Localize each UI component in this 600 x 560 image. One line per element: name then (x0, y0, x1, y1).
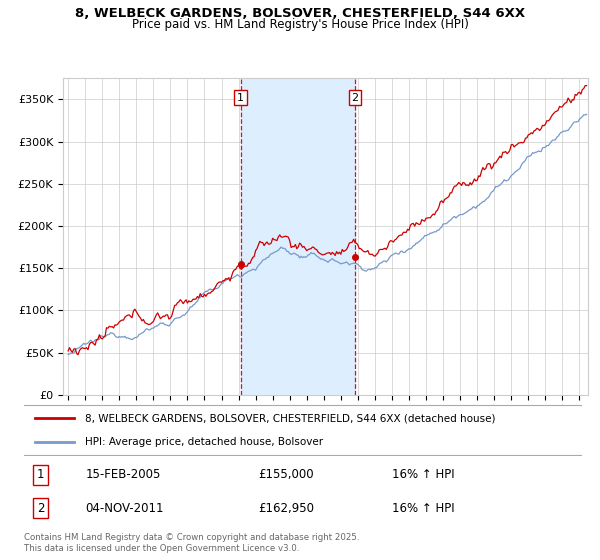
Text: 1: 1 (237, 92, 244, 102)
Text: 1: 1 (37, 468, 44, 481)
Text: 16% ↑ HPI: 16% ↑ HPI (392, 468, 455, 481)
Text: 8, WELBECK GARDENS, BOLSOVER, CHESTERFIELD, S44 6XX (detached house): 8, WELBECK GARDENS, BOLSOVER, CHESTERFIE… (85, 413, 496, 423)
Text: 15-FEB-2005: 15-FEB-2005 (85, 468, 161, 481)
Text: 8, WELBECK GARDENS, BOLSOVER, CHESTERFIELD, S44 6XX: 8, WELBECK GARDENS, BOLSOVER, CHESTERFIE… (75, 7, 525, 20)
Bar (241, 78, 355, 395)
Text: £162,950: £162,950 (259, 502, 314, 515)
Text: 04-NOV-2011: 04-NOV-2011 (85, 502, 164, 515)
FancyBboxPatch shape (21, 405, 584, 455)
Text: £155,000: £155,000 (259, 468, 314, 481)
Text: Contains HM Land Registry data © Crown copyright and database right 2025.
This d: Contains HM Land Registry data © Crown c… (24, 533, 359, 553)
Text: Price paid vs. HM Land Registry's House Price Index (HPI): Price paid vs. HM Land Registry's House … (131, 18, 469, 31)
Text: 2: 2 (352, 92, 359, 102)
Text: 2: 2 (37, 502, 44, 515)
Text: 16% ↑ HPI: 16% ↑ HPI (392, 502, 455, 515)
Text: HPI: Average price, detached house, Bolsover: HPI: Average price, detached house, Bols… (85, 436, 323, 446)
